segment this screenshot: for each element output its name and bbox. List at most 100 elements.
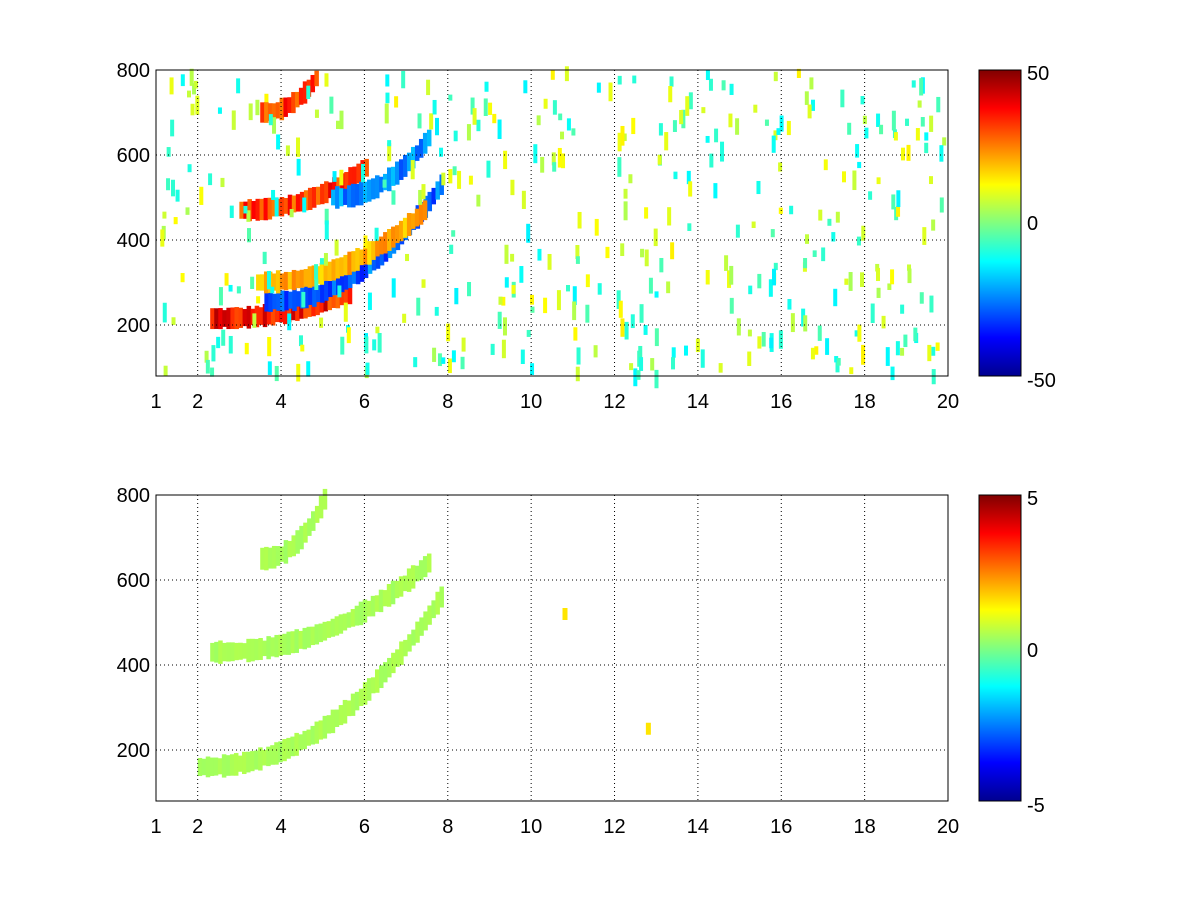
top-noise-cell bbox=[728, 113, 733, 128]
bottom-feature-cell bbox=[242, 643, 247, 659]
top-noise-cell bbox=[814, 346, 819, 355]
top-noise-cell bbox=[861, 344, 866, 365]
top-noise-cell bbox=[255, 99, 260, 116]
top-feature-cell bbox=[288, 291, 293, 309]
top-noise-cell bbox=[876, 267, 881, 282]
top-x-tick-label: 1 bbox=[150, 391, 161, 413]
top-noise-cell bbox=[166, 147, 171, 157]
top-feature-cell bbox=[299, 191, 305, 212]
top-noise-cell bbox=[708, 78, 713, 91]
top-noise-cell bbox=[596, 82, 601, 93]
top-noise-cell bbox=[186, 90, 191, 98]
top-noise-cell bbox=[523, 80, 528, 94]
top-feature-cell bbox=[355, 248, 360, 271]
top-noise-cell bbox=[372, 339, 377, 351]
top-feature-cell bbox=[272, 293, 277, 310]
bottom-feature-cell bbox=[399, 641, 404, 665]
bottom-feature-cell bbox=[294, 732, 299, 756]
bottom-feature-cell bbox=[314, 624, 320, 645]
bottom-feature-cell bbox=[358, 601, 364, 626]
bottom-feature-cell bbox=[230, 642, 235, 662]
top-noise-cell bbox=[195, 95, 200, 115]
top-noise-cell bbox=[339, 169, 344, 186]
top-feature-cell bbox=[271, 199, 277, 217]
bottom-feature-cell bbox=[266, 746, 271, 767]
top-noise-cell bbox=[705, 135, 710, 143]
top-feature-cell bbox=[394, 161, 400, 185]
top-noise-cell bbox=[666, 281, 671, 294]
top-feature-cell bbox=[331, 259, 336, 281]
top-noise-cell bbox=[729, 297, 734, 314]
top-feature-cell bbox=[355, 262, 361, 285]
top-noise-cell bbox=[575, 245, 580, 259]
bottom-feature-cell bbox=[374, 595, 380, 612]
top-noise-cell bbox=[620, 243, 625, 257]
bottom-feature-cell bbox=[222, 642, 227, 662]
top-noise-cell bbox=[385, 74, 390, 87]
bottom-feature-cell bbox=[213, 757, 219, 776]
top-noise-cell bbox=[659, 257, 664, 273]
top-noise-cell bbox=[314, 278, 319, 291]
top-noise-cells bbox=[160, 66, 947, 389]
top-noise-cell bbox=[679, 110, 684, 125]
bottom-feature-cell bbox=[426, 553, 432, 573]
top-noise-cell bbox=[835, 360, 840, 373]
top-noise-cell bbox=[825, 338, 830, 355]
bottom-feature-cell bbox=[218, 640, 223, 664]
top-noise-cell bbox=[893, 132, 898, 141]
bottom-feature-cell bbox=[358, 688, 364, 706]
bottom-feature-cell bbox=[274, 742, 279, 765]
top-noise-cell bbox=[751, 221, 756, 228]
top-noise-cell bbox=[187, 164, 192, 173]
top-noise-cell bbox=[175, 189, 180, 202]
top-feature-cell bbox=[414, 145, 420, 161]
top-noise-cell bbox=[266, 270, 271, 290]
top-feature-cell bbox=[291, 92, 296, 114]
top-feature-cell bbox=[304, 286, 309, 309]
bottom-feature-cell bbox=[645, 722, 651, 735]
top-grid bbox=[156, 70, 948, 376]
top-feature-cell bbox=[275, 270, 281, 294]
top-feature-cell bbox=[259, 198, 265, 221]
bottom-feature-cell bbox=[314, 505, 320, 523]
top-feature-cell bbox=[308, 287, 313, 305]
bottom-feature-cell bbox=[225, 755, 231, 776]
top-noise-cell bbox=[770, 229, 775, 238]
top-feature-cell bbox=[371, 241, 376, 260]
top-feature-cell bbox=[279, 97, 285, 121]
bottom-feature-cell bbox=[410, 565, 416, 589]
top-noise-cell bbox=[572, 286, 577, 306]
top-noise-cell bbox=[246, 210, 251, 222]
top-noise-cell bbox=[550, 70, 555, 80]
top-noise-cell bbox=[729, 265, 734, 285]
top-noise-cell bbox=[296, 137, 301, 157]
top-noise-cell bbox=[190, 103, 195, 116]
top-feature-cell bbox=[291, 269, 297, 291]
top-feature-cell bbox=[363, 245, 368, 265]
top-noise-cell bbox=[885, 347, 890, 366]
top-noise-cell bbox=[185, 207, 190, 215]
top-feature-cell bbox=[279, 197, 285, 217]
top-noise-cell bbox=[844, 278, 849, 285]
top-noise-cell bbox=[287, 313, 292, 331]
top-noise-cell bbox=[658, 123, 663, 136]
top-noise-cell bbox=[736, 318, 741, 336]
top-feature-band bbox=[256, 200, 428, 294]
top-noise-cell bbox=[623, 188, 628, 199]
top-feature-cell bbox=[296, 291, 301, 307]
bottom-feature-cell bbox=[407, 634, 412, 652]
top-noise-cell bbox=[298, 335, 303, 347]
bottom-feature-cell bbox=[201, 758, 207, 776]
bottom-feature-cell bbox=[306, 626, 312, 648]
top-noise-cell bbox=[667, 207, 672, 226]
top-noise-cell bbox=[243, 205, 248, 214]
top-noise-cell bbox=[211, 345, 216, 362]
top-feature-cell bbox=[387, 229, 392, 251]
top-noise-cell bbox=[857, 161, 862, 169]
top-noise-cell bbox=[835, 211, 840, 223]
bottom-feature-cell bbox=[318, 495, 324, 519]
top-feature-cell bbox=[238, 307, 244, 328]
bottom-feature-cell bbox=[366, 678, 372, 701]
top-feature-cell bbox=[422, 200, 428, 221]
